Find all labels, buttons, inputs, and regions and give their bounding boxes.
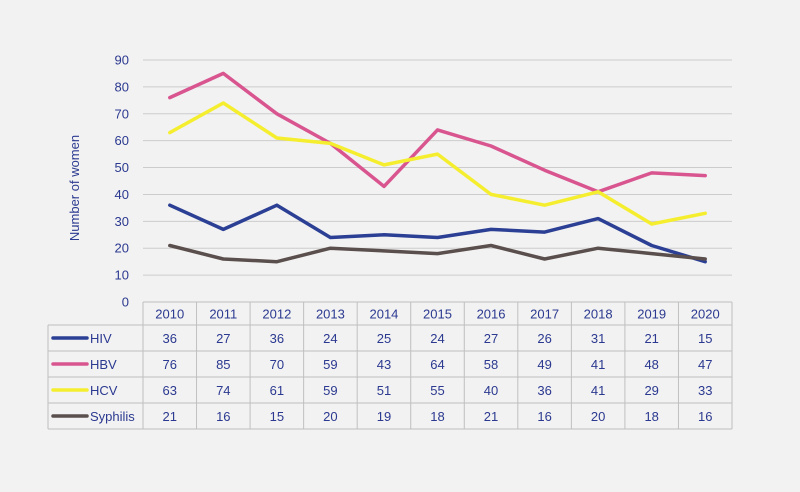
series-line-hbv [168,71,707,194]
data-table-value: 59 [323,383,337,398]
data-table-value: 16 [698,409,712,424]
data-table-value: 48 [644,357,658,372]
data-table-value: 63 [163,383,177,398]
data-table-value: 64 [430,357,444,372]
data-table-value: 18 [430,409,444,424]
x-tick-label: 2013 [316,307,345,322]
data-table-value: 21 [484,409,498,424]
x-tick-label: 2012 [262,307,291,322]
data-table-value: 40 [484,383,498,398]
data-table-value: 27 [216,331,230,346]
data-table-value: 16 [216,409,230,424]
data-table-value: 74 [216,383,230,398]
y-tick-label: 20 [115,241,129,256]
data-table-value: 36 [270,331,284,346]
data-table-value: 41 [591,383,605,398]
x-tick-label: 2016 [477,307,506,322]
data-table-value: 36 [537,383,551,398]
data-table-value: 55 [430,383,444,398]
data-table-value: 85 [216,357,230,372]
y-axis-ticks: 0 10 20 30 40 50 60 70 80 90 [115,53,129,310]
x-tick-label: 2017 [530,307,559,322]
data-table-value: 20 [591,409,605,424]
data-table-value: 26 [537,331,551,346]
data-table-value: 18 [644,409,658,424]
series-line-syphilis [168,243,707,264]
x-tick-label: 2019 [637,307,666,322]
data-table-value: 49 [537,357,551,372]
series-name-label: HBV [90,357,117,372]
data-table-value: 58 [484,357,498,372]
y-tick-label: 0 [122,295,129,310]
data-table-value: 24 [430,331,444,346]
data-table-value: 29 [644,383,658,398]
data-table-value: 24 [323,331,337,346]
y-tick-label: 60 [115,133,129,148]
data-table-value: 15 [270,409,284,424]
data-table-value: 36 [163,331,177,346]
y-tick-label: 80 [115,79,129,94]
data-table-value: 25 [377,331,391,346]
series-name-label: Syphilis [90,409,135,424]
data-table-value: 70 [270,357,284,372]
series-lines [168,71,707,264]
data-table-value: 20 [323,409,337,424]
x-tick-label: 2018 [584,307,613,322]
data-table-value: 51 [377,383,391,398]
x-tick-label: 2014 [369,307,398,322]
data-table-value: 21 [644,331,658,346]
data-table-value: 76 [163,357,177,372]
y-tick-label: 70 [115,106,129,121]
data-table-value: 16 [537,409,551,424]
data-table: 2010 2011 2012 2013 2014 2015 2016 2017 2018 2019… [47,301,733,430]
data-table-value: 47 [698,357,712,372]
y-tick-label: 10 [115,268,129,283]
x-tick-label: 2010 [155,307,184,322]
y-tick-label: 40 [115,187,129,202]
data-table-value: 33 [698,383,712,398]
x-tick-label: 2011 [209,307,237,322]
x-tick-label: 2015 [423,307,452,322]
data-table-value: 43 [377,357,391,372]
data-table-value: 59 [323,357,337,372]
data-table-value: 15 [698,331,712,346]
y-tick-label: 90 [115,53,129,68]
data-table-value: 61 [270,383,284,398]
data-table-value: 21 [163,409,177,424]
data-table-value: 19 [377,409,391,424]
y-tick-label: 50 [115,160,129,175]
y-tick-label: 30 [115,214,129,229]
series-line-hcv [168,101,707,226]
series-name-label: HIV [90,331,112,346]
data-table-value: 27 [484,331,498,346]
data-table-value: 31 [591,331,605,346]
x-tick-label: 2020 [691,307,720,322]
series-line-hiv [168,203,707,264]
y-axis-title: Number of women [67,135,82,241]
series-name-label: HCV [90,383,118,398]
data-table-value: 41 [591,357,605,372]
